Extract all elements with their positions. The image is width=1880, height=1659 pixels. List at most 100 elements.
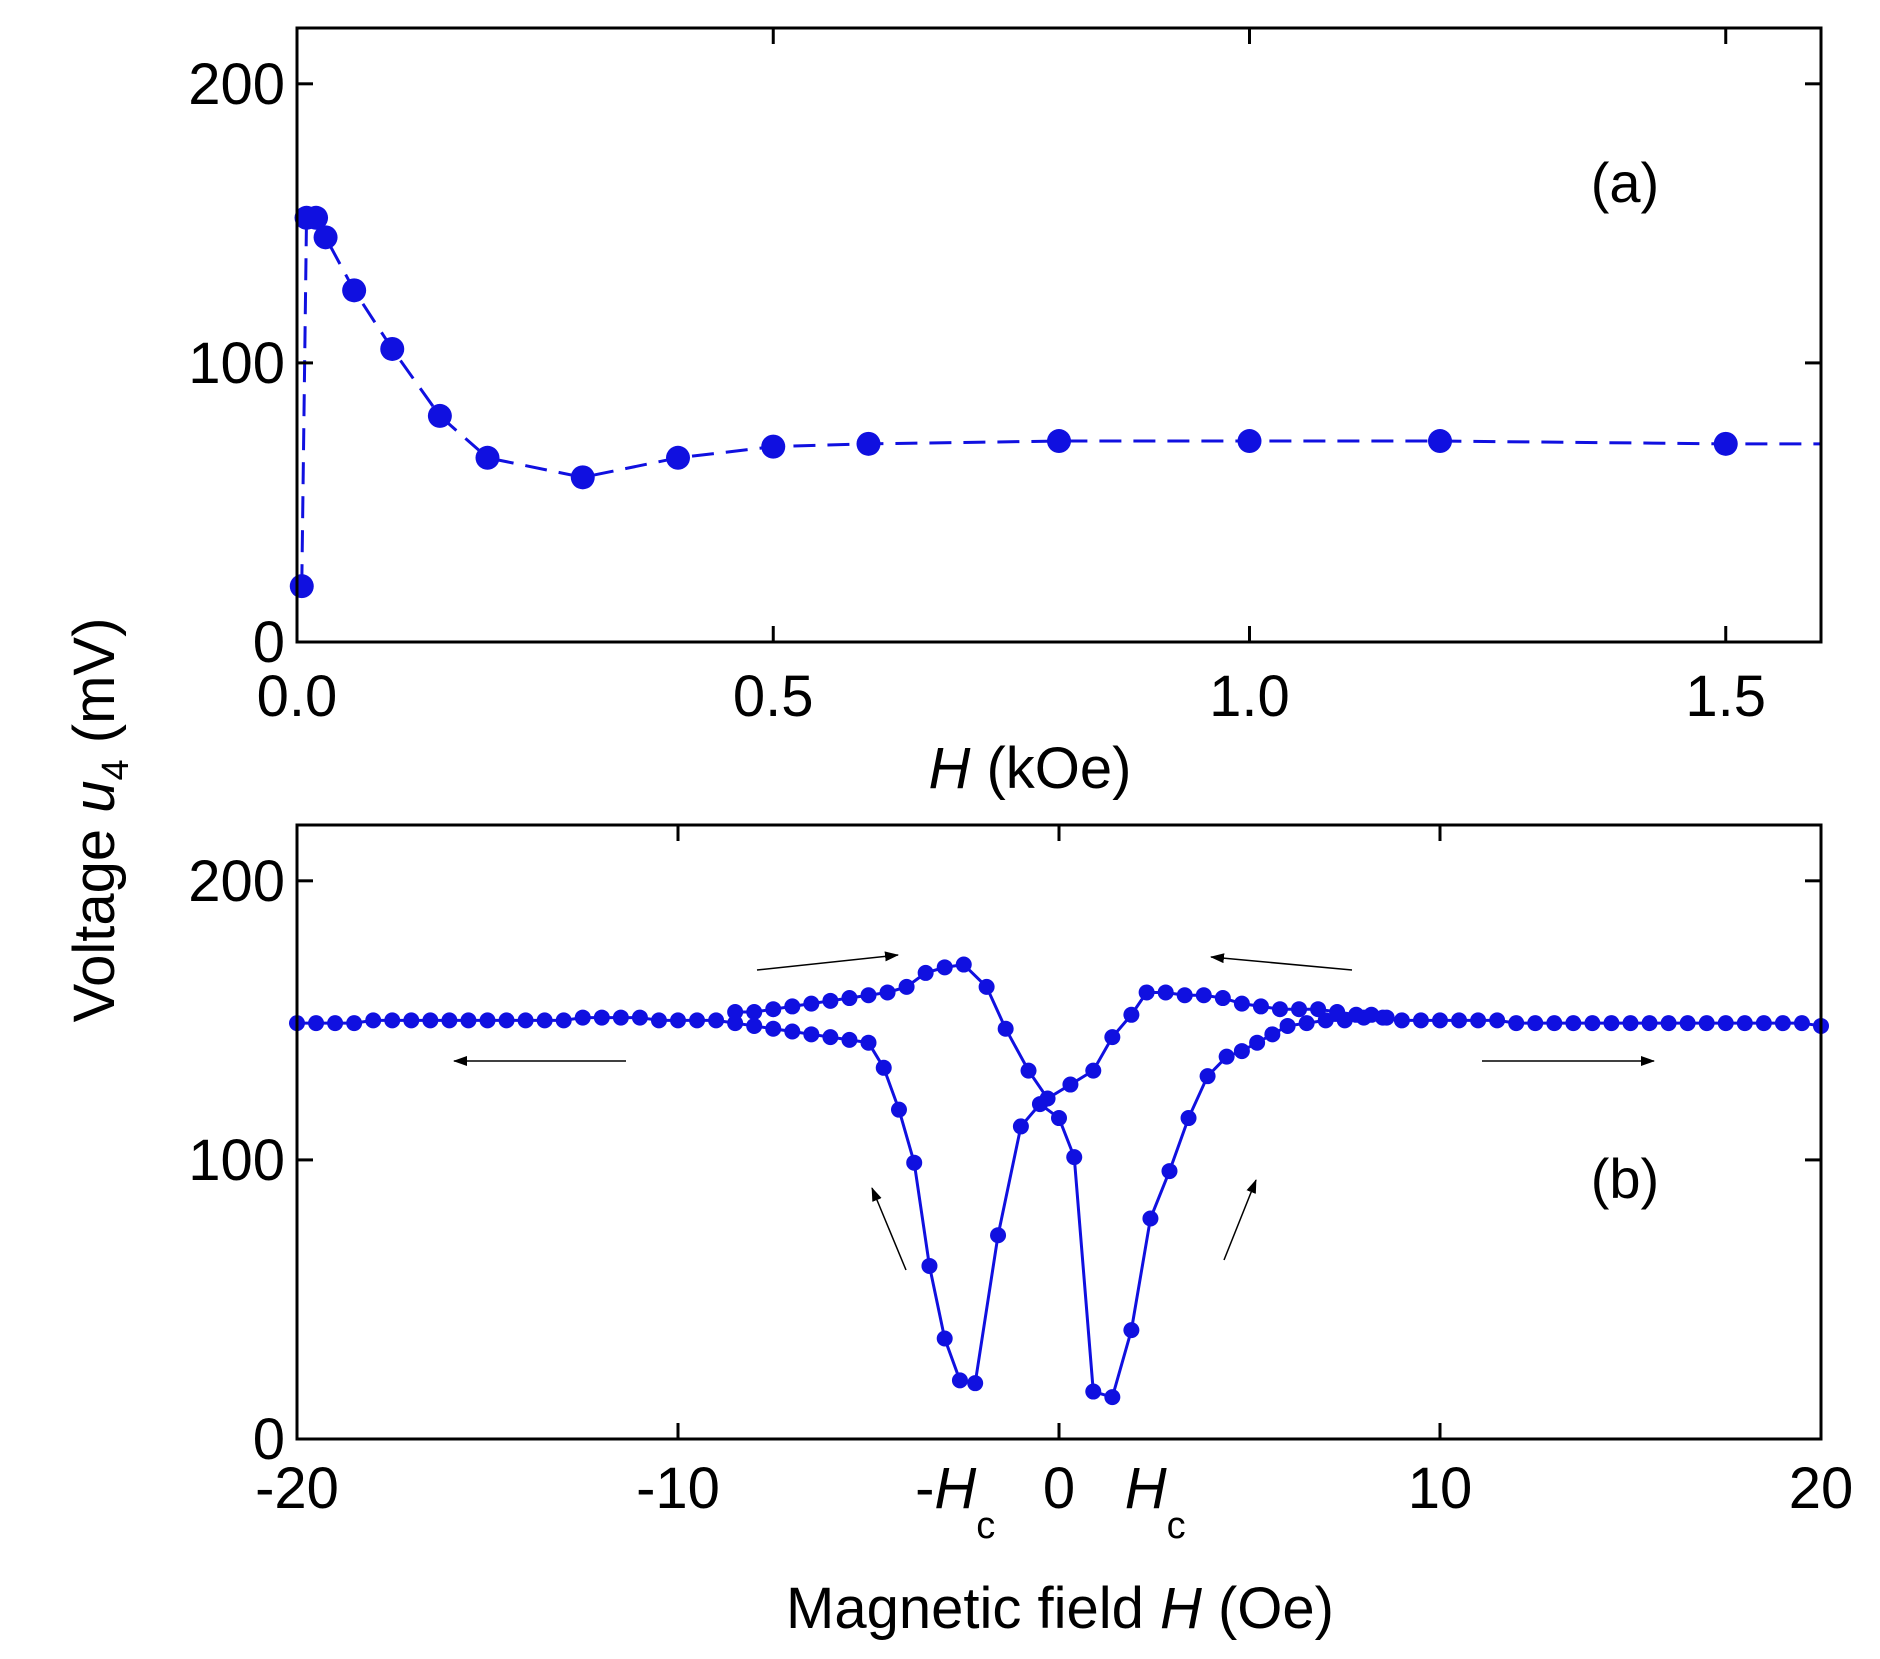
data-point <box>1138 984 1155 1001</box>
data-point <box>1622 1015 1639 1032</box>
data-point <box>1378 1009 1395 1026</box>
data-point <box>822 992 839 1009</box>
x-tick-label: -10 <box>636 1456 720 1521</box>
data-point <box>1123 1322 1140 1339</box>
data-point <box>1233 995 1250 1012</box>
data-point <box>1679 1015 1696 1032</box>
data-point <box>967 1375 984 1392</box>
data-point <box>1062 1076 1079 1093</box>
data-point <box>1180 1110 1197 1127</box>
data-point <box>1249 1034 1266 1051</box>
x-tick-label: -20 <box>255 1456 339 1521</box>
arrow-top-right <box>1210 953 1353 971</box>
data-point <box>403 1012 420 1029</box>
panel-a-ticks: 0.0 0.5 1.0 1.5 0 100 200 <box>188 28 1821 729</box>
data-point <box>906 1154 923 1171</box>
panel-b-frame <box>295 823 1823 1441</box>
data-point <box>460 1012 477 1029</box>
data-point <box>346 1015 363 1032</box>
data-point <box>1641 1015 1658 1032</box>
data-point <box>1104 1389 1121 1406</box>
data-point <box>593 1009 610 1026</box>
data-point <box>327 1015 344 1032</box>
panel-b-label: (b) <box>1591 1147 1659 1210</box>
data-point <box>822 1029 839 1046</box>
arrow-lower-right <box>1223 1179 1257 1261</box>
data-point <box>1264 1026 1281 1043</box>
data-point <box>308 1015 325 1032</box>
data-point <box>1793 1015 1810 1032</box>
data-point <box>1199 1068 1216 1085</box>
sweep-direction-arrows <box>453 951 1655 1271</box>
data-point <box>1012 1118 1029 1135</box>
x-tick-label: 20 <box>1789 1456 1854 1521</box>
data-point <box>917 964 934 981</box>
data-point <box>304 205 329 230</box>
data-point <box>1508 1015 1525 1032</box>
data-point <box>841 990 858 1007</box>
y-tick-label: 200 <box>188 849 285 914</box>
data-point <box>936 1330 953 1347</box>
data-point <box>936 959 953 976</box>
data-point <box>342 278 367 303</box>
data-point <box>1736 1015 1753 1032</box>
arrow-lower-left <box>871 1187 907 1271</box>
data-point <box>427 403 452 428</box>
panel-b-data-layer <box>289 956 1829 1406</box>
data-point <box>441 1012 458 1029</box>
data-point <box>803 995 820 1012</box>
data-point <box>1393 1012 1410 1029</box>
data-point <box>650 1012 667 1029</box>
data-point <box>746 1017 763 1034</box>
neg-hc-label: -Hc <box>915 1456 995 1547</box>
panel-a-frame <box>295 26 1823 644</box>
panel-a-label: (a) <box>1591 151 1659 214</box>
y-tick-label: 0 <box>253 610 285 675</box>
data-point <box>1195 987 1212 1004</box>
data-point <box>365 1012 382 1029</box>
x-tick-label: 1.0 <box>1209 664 1290 729</box>
data-point <box>536 1012 553 1029</box>
data-point <box>1039 1090 1056 1107</box>
data-point <box>1252 998 1269 1015</box>
data-point <box>1329 1003 1346 1020</box>
data-point <box>841 1031 858 1048</box>
data-point <box>784 998 801 1015</box>
x-tick-label: 0 <box>1043 1456 1075 1521</box>
data-point <box>955 956 972 973</box>
data-point <box>1271 1001 1288 1018</box>
data-point <box>803 1026 820 1043</box>
data-point <box>860 1034 877 1051</box>
data-point <box>1085 1062 1102 1079</box>
data-point <box>1310 1001 1327 1018</box>
data-point <box>1104 1029 1121 1046</box>
data-point <box>856 431 881 456</box>
data-point <box>860 987 877 1004</box>
data-point <box>1428 429 1452 454</box>
data-point <box>1451 1012 1468 1029</box>
data-point <box>1233 1043 1250 1060</box>
data-point <box>879 984 896 1001</box>
data-point <box>997 1020 1014 1037</box>
y-tick-label: 100 <box>188 331 285 396</box>
data-point <box>574 1009 591 1026</box>
data-point <box>422 1012 439 1029</box>
data-point <box>1774 1015 1791 1032</box>
data-point <box>1698 1015 1715 1032</box>
data-point <box>666 445 690 470</box>
data-point <box>1051 1110 1067 1127</box>
data-point <box>1432 1012 1448 1029</box>
data-point <box>890 1101 907 1118</box>
data-point <box>1470 1012 1487 1029</box>
series-line <box>300 216 1821 587</box>
y-tick-label: 100 <box>188 1128 285 1193</box>
data-point <box>1161 1163 1178 1180</box>
data-point <box>1066 1149 1083 1166</box>
data-point <box>990 1227 1007 1244</box>
data-point <box>1218 1048 1235 1065</box>
data-point <box>898 978 915 995</box>
data-point <box>1142 1210 1159 1227</box>
x-tick-label: 10 <box>1408 1456 1473 1521</box>
data-point <box>1291 1001 1308 1018</box>
